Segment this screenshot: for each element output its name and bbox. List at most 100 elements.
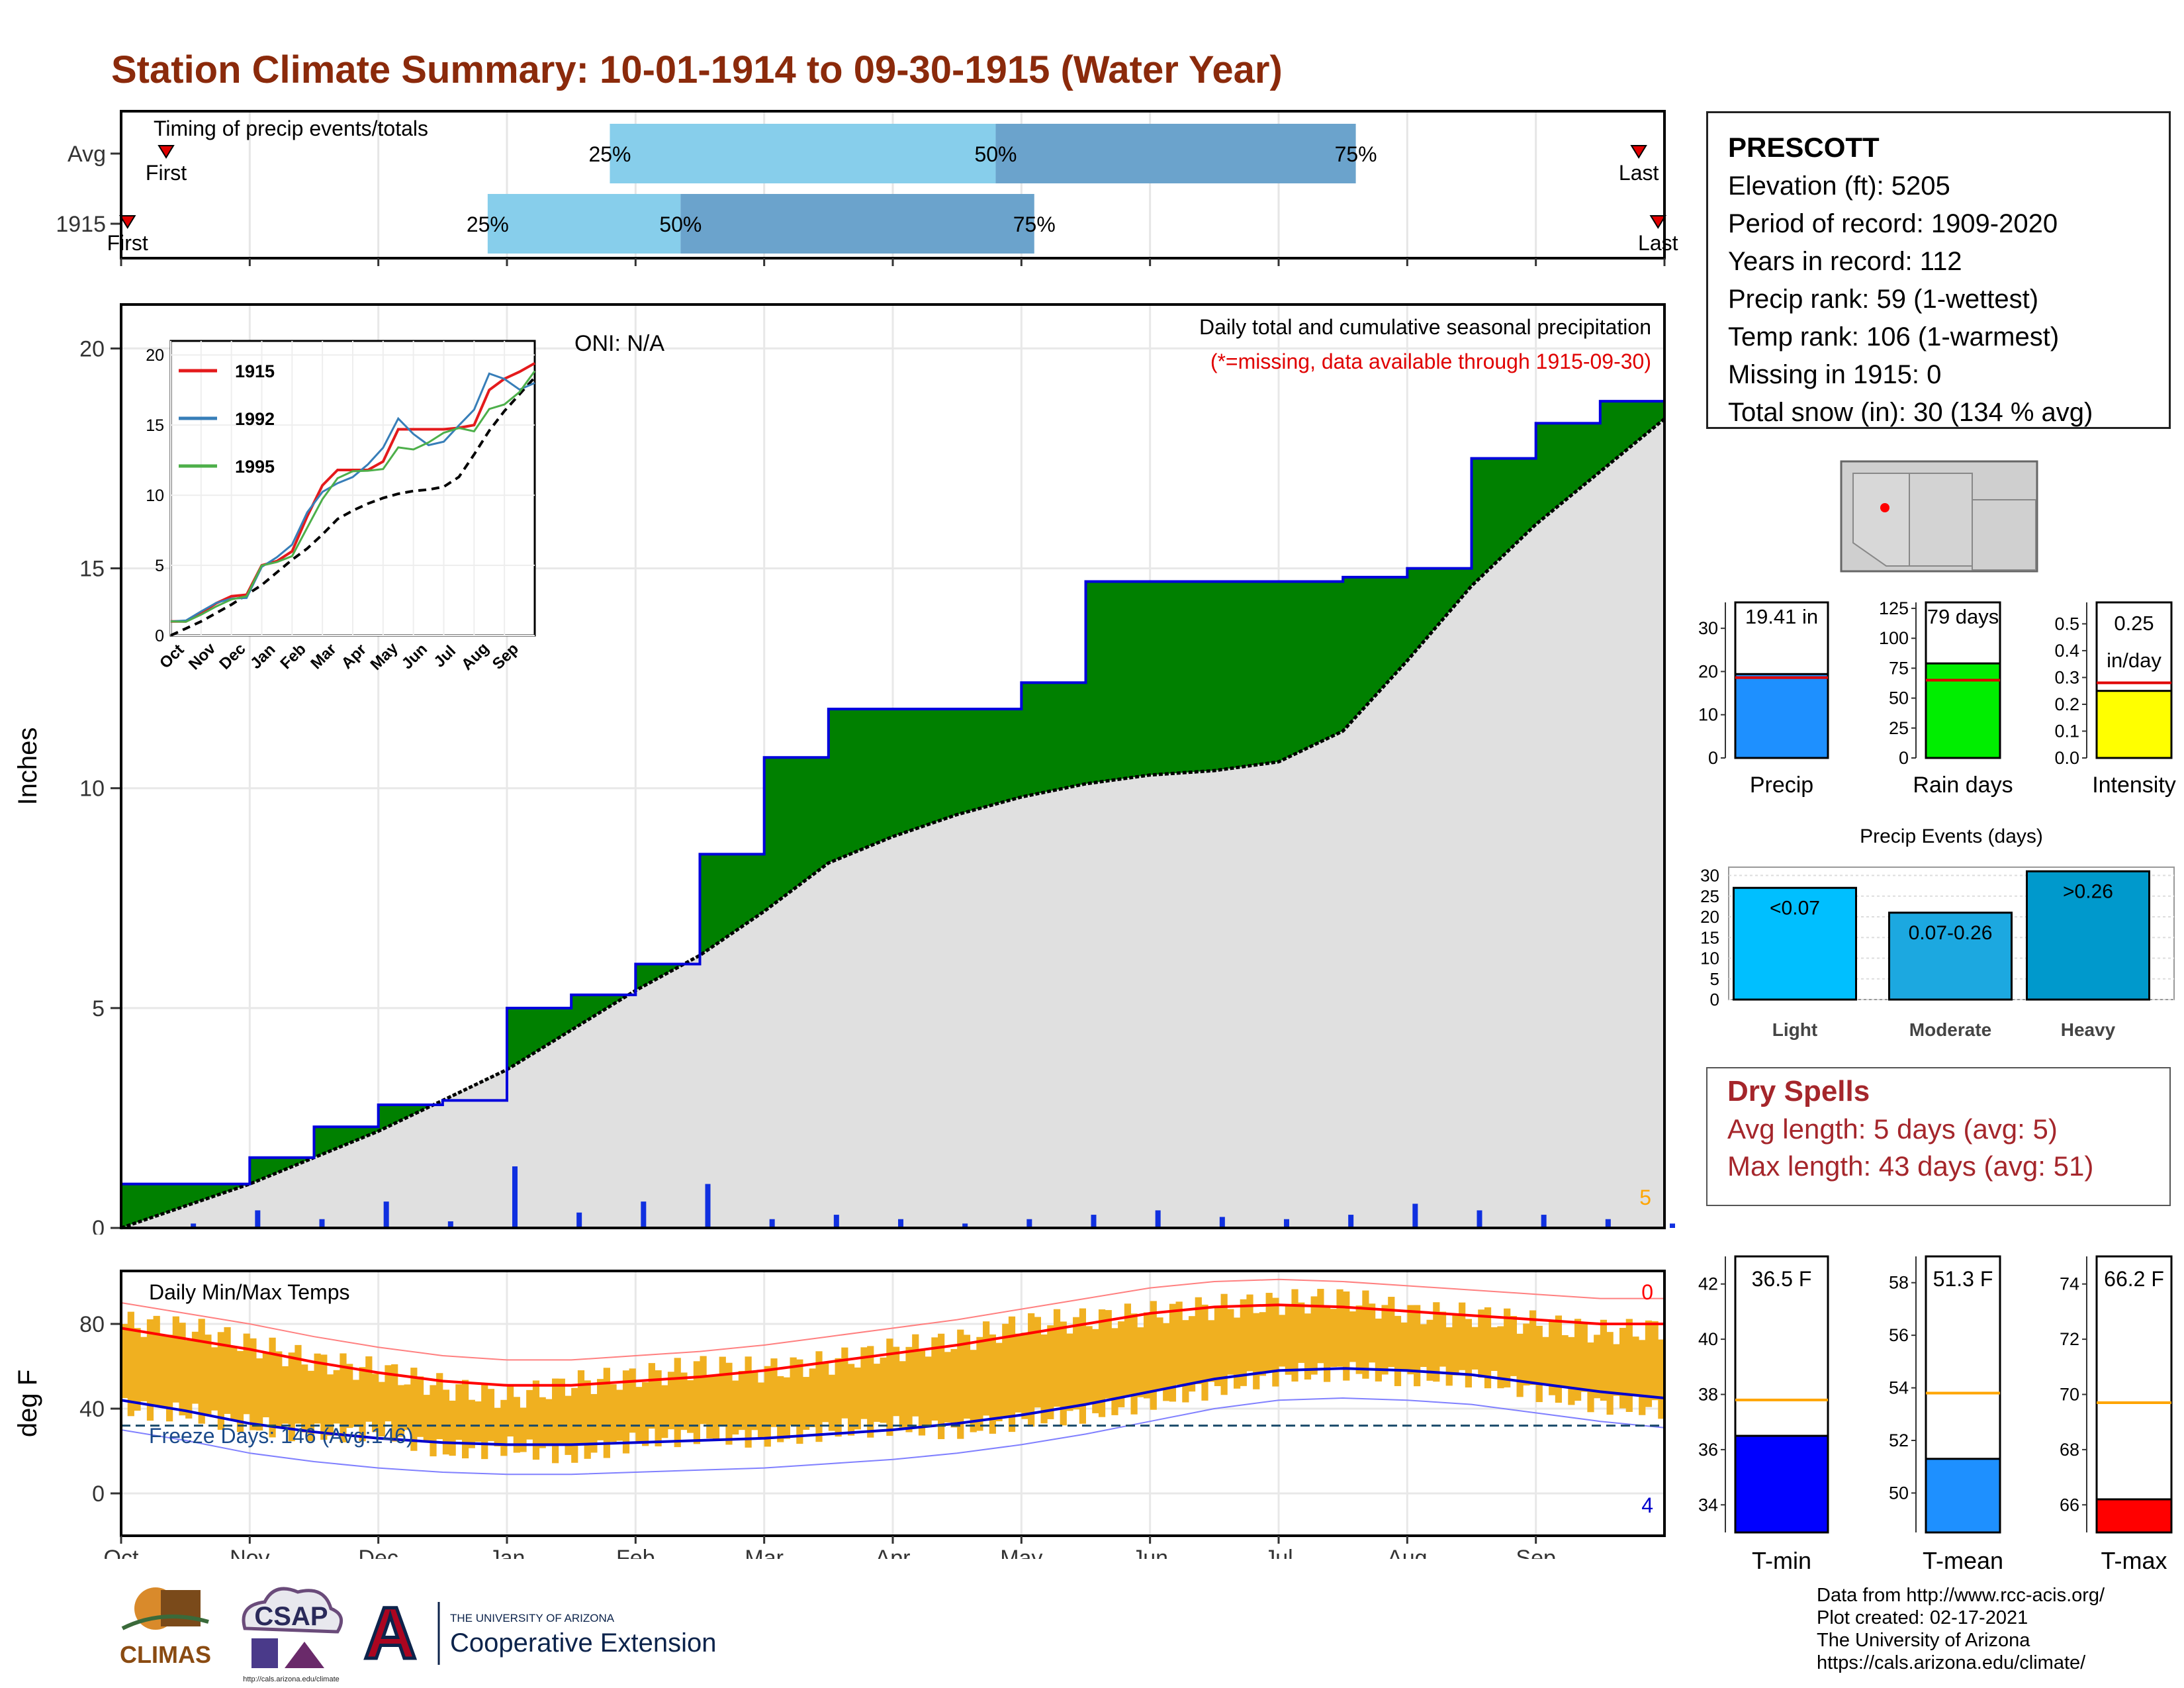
temp-daily-bar xyxy=(1587,1342,1594,1413)
temp-daily-bar xyxy=(1053,1309,1061,1407)
dry-spells-title: Dry Spells xyxy=(1727,1075,1870,1107)
events-bar-category-label: Light xyxy=(1772,1019,1817,1040)
precip-daily-bar xyxy=(255,1210,261,1228)
temp-daily-bar xyxy=(1034,1317,1041,1408)
precip-frame xyxy=(120,303,1666,1229)
temp-daily-bar xyxy=(494,1407,501,1447)
footer-url: https://cals.arizona.edu/climate/ xyxy=(1817,1652,2086,1673)
temp-daily-bar xyxy=(526,1389,533,1440)
mini-y-tick-label: 0 xyxy=(1899,748,1909,768)
temp-daily-bar xyxy=(1310,1296,1318,1375)
station-missing: Missing in 1915: 0 xyxy=(1728,360,1942,389)
precip-avg-fill xyxy=(121,418,1664,1228)
inset-y-tick-label: 5 xyxy=(155,557,164,575)
temp-daily-bar xyxy=(1369,1303,1376,1363)
mini-bar-category-label: Rain days xyxy=(1913,773,2013,798)
temp-daily-bar xyxy=(1092,1329,1099,1413)
tbar-frame xyxy=(2095,1255,2173,1534)
temp-daily-bar xyxy=(757,1382,765,1438)
tbar-y-tick-label: 72 xyxy=(2060,1329,2079,1349)
temp-daily-bar xyxy=(1060,1321,1067,1426)
tbar-y-tick-label: 34 xyxy=(1698,1495,1718,1515)
temp-daily-bar xyxy=(333,1370,340,1424)
temp-daily-bar xyxy=(1279,1315,1286,1367)
mini-y-tick-label: 25 xyxy=(1889,718,1909,738)
temp-daily-bar xyxy=(983,1321,990,1416)
temp-daily-bar xyxy=(905,1346,913,1432)
temp-daily-bar xyxy=(1008,1316,1016,1432)
temp-daily-bar xyxy=(391,1364,398,1442)
tbar-y-tick-label: 52 xyxy=(1889,1430,1909,1450)
temp-daily-bar xyxy=(532,1380,540,1460)
temp-daily-bar xyxy=(1259,1312,1267,1376)
climas-swoosh xyxy=(121,1615,209,1630)
precip-daily-bar xyxy=(641,1201,647,1228)
temp-daily-bar xyxy=(790,1357,797,1426)
climas-logo: CLIMAS xyxy=(109,1582,222,1681)
temp-x-tick-label: May xyxy=(1000,1546,1042,1559)
precip-daily-bar xyxy=(1091,1215,1097,1228)
temp-daily-bar xyxy=(1394,1315,1402,1386)
freeze-days-label: Freeze Days: 146 (Avg:146) xyxy=(149,1424,414,1448)
timing-bar-q50-q75 xyxy=(995,124,1356,183)
temp-daily-bar xyxy=(243,1333,250,1415)
temp-daily-bar xyxy=(1542,1336,1549,1385)
precip-daily-bar xyxy=(898,1219,903,1228)
events-y-tick-label: 10 xyxy=(1700,949,1719,968)
events-y-tick-label: 15 xyxy=(1700,927,1719,947)
temp-daily-bar xyxy=(1465,1319,1472,1387)
temp-daily-bar xyxy=(622,1370,630,1454)
climas-logo-graphic: CLIMAS xyxy=(120,1587,211,1668)
events-y-tick-label: 30 xyxy=(1700,866,1719,886)
temp-daily-bar xyxy=(430,1385,437,1457)
temp-x-tick-label: Mar xyxy=(745,1546,784,1559)
temp-daily-bar xyxy=(1388,1297,1395,1367)
temp-x-tick-label: Nov xyxy=(230,1546,269,1559)
timing-q75-label: 75% xyxy=(1013,212,1056,236)
mini-y-tick-label: 0.1 xyxy=(2054,721,2079,741)
mini-bar-value-label: 19.41 in xyxy=(1745,605,1818,628)
mini-bar-value-unit: in/day xyxy=(2107,649,2161,672)
temp-daily-bar xyxy=(436,1373,443,1440)
map-state-newmexico xyxy=(1909,473,1973,567)
tbar-category-label: T-max xyxy=(2101,1547,2167,1574)
temp-daily-bar xyxy=(1111,1328,1118,1415)
temp-daily-bar xyxy=(1658,1339,1665,1419)
temp-daily-bar xyxy=(700,1356,707,1425)
temp-daily-bar xyxy=(1291,1289,1298,1382)
temp-daily-bar xyxy=(1452,1314,1459,1376)
precip-daily-bar xyxy=(512,1166,518,1228)
temp-daily-bar xyxy=(847,1364,855,1436)
tbar-fill xyxy=(2095,1498,2173,1534)
precip-note-missing: (*=missing, data available through 1915-… xyxy=(1210,350,1651,373)
temp-daily-bar xyxy=(674,1358,681,1448)
temp-daily-bar xyxy=(236,1350,244,1432)
temp-daily-bar xyxy=(590,1393,598,1453)
temp-daily-bar xyxy=(140,1336,148,1401)
temp-daily-bar xyxy=(1439,1311,1447,1367)
tbar-y-tick-label: 70 xyxy=(2060,1385,2079,1405)
temp-daily-bar xyxy=(481,1383,488,1460)
temp-daily-bar xyxy=(1549,1320,1556,1395)
events-bar-range-label: 0.07-0.26 xyxy=(1909,922,1993,944)
mini-y-tick-label: 100 xyxy=(1879,628,1909,648)
temp-daily-bar xyxy=(931,1337,938,1421)
precip-daily-bar xyxy=(1605,1219,1611,1228)
station-info-box: PRESCOTT Elevation (ft): 5205 Period of … xyxy=(1706,111,2171,429)
temp-daily-bar xyxy=(340,1353,347,1442)
temp-daily-bar xyxy=(1471,1327,1479,1370)
temp-y-axis-label: deg F xyxy=(13,1370,42,1437)
temp-y-tick-label: 40 xyxy=(79,1397,105,1422)
timing-first-label: First xyxy=(107,231,148,255)
temp-daily-bar xyxy=(822,1362,829,1423)
temp-daily-bar xyxy=(314,1353,321,1424)
temp-daily-bar xyxy=(558,1378,565,1446)
timing-q50-label: 50% xyxy=(974,142,1017,166)
temp-daily-bar xyxy=(1137,1327,1144,1397)
tbar-value-label: 36.5 F xyxy=(1752,1267,1812,1291)
events-bar-category-label: Heavy xyxy=(2061,1019,2116,1040)
footer-credits: Data from http://www.rcc-acis.org/ Plot … xyxy=(1817,1584,2105,1674)
temp-daily-bar xyxy=(1414,1305,1421,1387)
temp-daily-bar xyxy=(938,1333,945,1440)
